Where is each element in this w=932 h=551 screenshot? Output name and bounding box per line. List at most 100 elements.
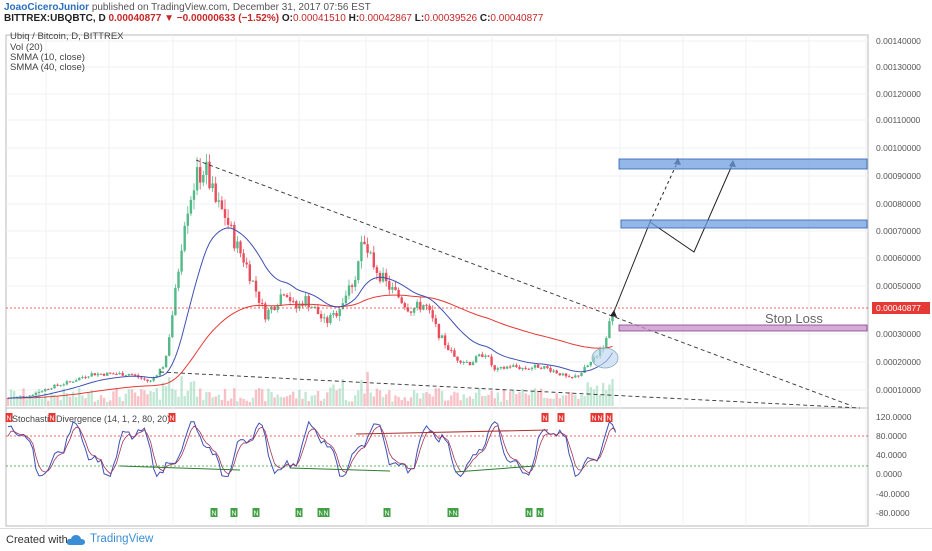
projection-dashed[interactable] xyxy=(649,160,679,223)
candle-body xyxy=(168,337,171,356)
volume-bar xyxy=(127,389,131,406)
stop-loss-zone[interactable] xyxy=(618,324,868,332)
candle-body xyxy=(357,261,360,281)
candle-body xyxy=(530,367,534,370)
candle-body xyxy=(518,366,521,370)
candle-body xyxy=(143,378,146,380)
volume-bar xyxy=(109,400,112,406)
volume-bar xyxy=(344,399,348,406)
volume-bar xyxy=(189,381,193,406)
volume-bar xyxy=(412,390,416,406)
candle-body xyxy=(93,373,96,376)
volume-bar xyxy=(456,392,459,406)
candle-body xyxy=(490,356,493,366)
target-zone-1[interactable] xyxy=(620,219,868,229)
bearish-marker xyxy=(590,413,598,422)
candle-body xyxy=(471,362,475,366)
candle-body xyxy=(53,384,56,389)
volume-bar xyxy=(403,397,406,406)
volume-bar xyxy=(354,395,357,406)
candle-body xyxy=(521,367,524,370)
bullish-marker-label: N xyxy=(232,511,237,518)
candle-body xyxy=(130,374,134,376)
volume-bar xyxy=(118,396,121,406)
candle-body xyxy=(344,295,348,304)
candle-body xyxy=(540,367,543,369)
volume-bar xyxy=(279,397,282,406)
volume-bar xyxy=(211,397,214,406)
volume-bar xyxy=(515,394,518,406)
candle-body xyxy=(350,285,354,287)
volume-bar xyxy=(223,389,227,406)
volume-bar xyxy=(502,389,506,406)
candle-body xyxy=(22,396,25,398)
volume-bar xyxy=(186,390,189,406)
candle-body xyxy=(192,190,196,200)
bullish-marker xyxy=(322,508,330,517)
bearish-marker-label: N xyxy=(592,416,597,423)
close-value: 0.00040877 xyxy=(490,13,544,24)
volume-bar xyxy=(102,397,106,406)
price-axis-label: 0.00120000 xyxy=(876,89,921,99)
candle-body xyxy=(164,355,168,368)
volume-bar xyxy=(481,396,484,406)
volume-bar xyxy=(499,401,503,406)
support-trendline[interactable] xyxy=(159,371,861,409)
target-zone-2[interactable] xyxy=(618,158,868,170)
volume-bar xyxy=(195,396,199,406)
volume-bar xyxy=(171,388,174,406)
candle-body xyxy=(254,280,258,292)
bullish-marker-label: N xyxy=(254,511,259,518)
symbol-label: BITTREX:UBQBTC, D xyxy=(4,13,106,24)
volume-bar xyxy=(288,394,292,406)
candle-body xyxy=(257,291,261,303)
volume-bar xyxy=(245,400,248,406)
descending-trendline[interactable] xyxy=(195,159,853,407)
volume-bar xyxy=(34,391,38,406)
projection-path[interactable] xyxy=(612,162,734,315)
volume-bar xyxy=(124,393,127,406)
volume-bar xyxy=(202,399,205,406)
volume-bar xyxy=(574,394,577,406)
highlight-circle[interactable] xyxy=(591,347,619,369)
candle-body xyxy=(276,304,279,310)
volume-bar xyxy=(329,387,332,406)
price-chart[interactable]: Stop Loss 0.00140000 0.00130000 0.00120000… xyxy=(0,26,932,544)
volume-bar xyxy=(416,393,419,406)
volume-bar xyxy=(319,400,323,406)
candle-body xyxy=(245,262,248,265)
candle-body xyxy=(428,305,431,311)
author-link[interactable]: JoaoCiceroJunior xyxy=(4,2,90,13)
volume-bar xyxy=(571,392,574,406)
candle-body xyxy=(267,309,270,320)
candle-body xyxy=(183,225,186,251)
tradingview-cloud-icon xyxy=(66,535,85,545)
open-value: 0.00041510 xyxy=(292,13,346,24)
volume-bar xyxy=(385,394,388,406)
volume-bar xyxy=(251,397,255,406)
bullish-marker xyxy=(295,508,303,517)
volume-bar xyxy=(338,388,341,406)
candle-body xyxy=(189,199,193,214)
candle-body xyxy=(208,161,211,189)
volume-bar xyxy=(564,395,568,406)
candle-body xyxy=(279,294,282,305)
volume-bar xyxy=(133,392,137,406)
low-label: L: xyxy=(414,13,425,24)
oscillator-axis-label: -80.0000 xyxy=(876,508,910,518)
volume-bar xyxy=(369,392,372,406)
candle-body xyxy=(555,370,558,374)
volume-bar xyxy=(437,388,441,406)
candle-body xyxy=(577,375,580,377)
volume-bar xyxy=(332,384,335,406)
candle-body xyxy=(499,367,503,369)
candle-body xyxy=(195,167,199,191)
tradingview-brand[interactable]: TradingView xyxy=(90,533,154,545)
candle-body xyxy=(109,372,112,374)
candle-body xyxy=(447,345,450,351)
volume-bar xyxy=(372,396,375,406)
bearish-marker xyxy=(605,413,613,422)
candle-body xyxy=(412,307,416,313)
volume-bar xyxy=(254,389,258,406)
candle-body xyxy=(459,360,462,363)
